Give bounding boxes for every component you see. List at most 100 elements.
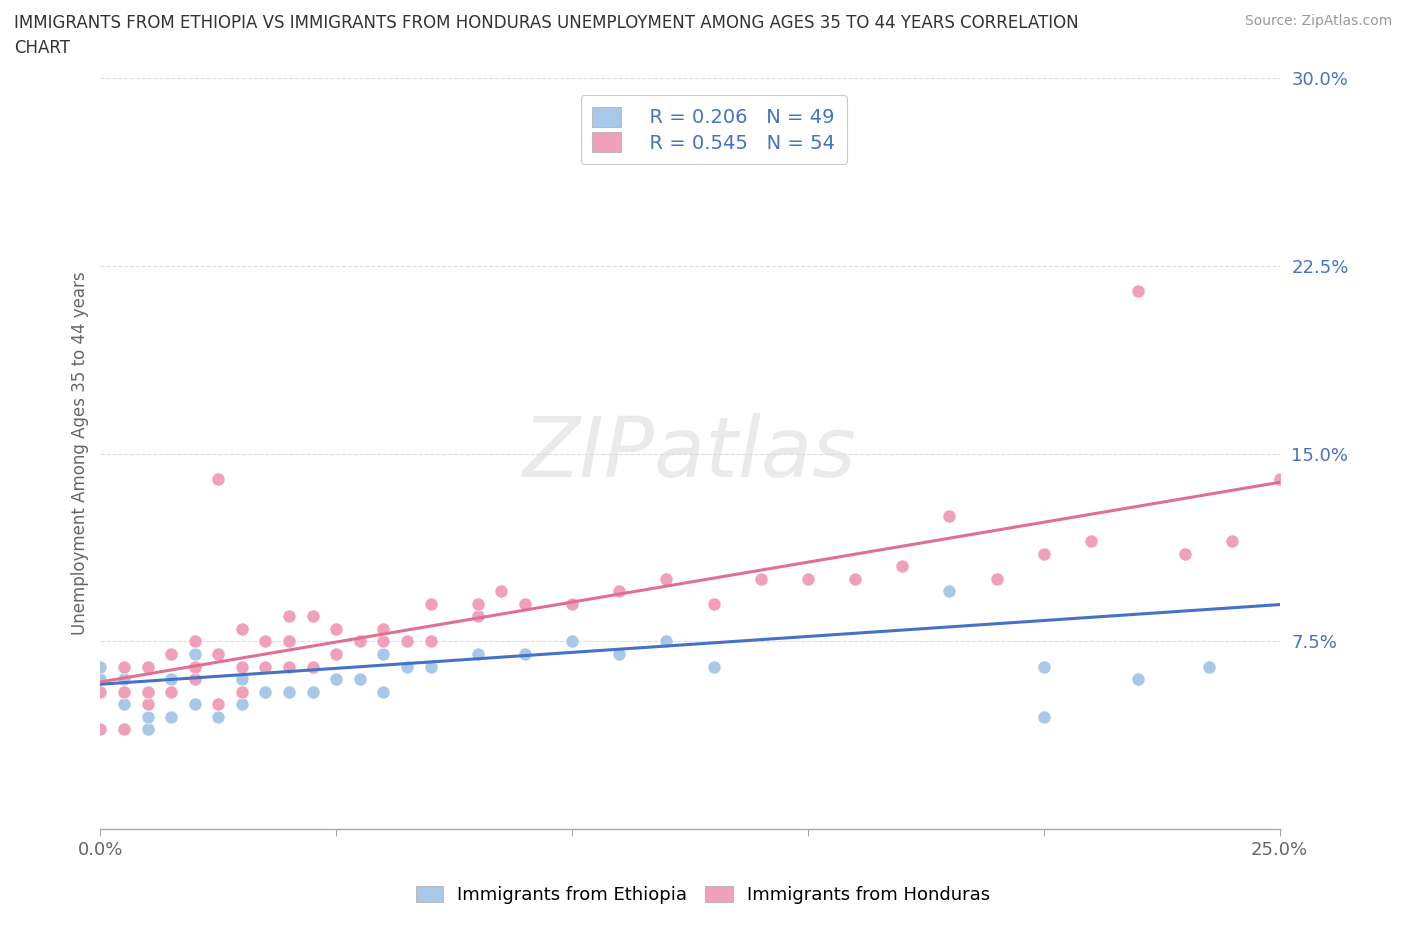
- Point: [278, 634, 301, 649]
- Point: [1174, 546, 1197, 561]
- Text: ZIPatlas: ZIPatlas: [523, 413, 856, 494]
- Point: [607, 646, 630, 661]
- Point: [183, 671, 205, 686]
- Point: [160, 671, 183, 686]
- Point: [395, 634, 418, 649]
- Point: [1080, 534, 1102, 549]
- Point: [183, 697, 205, 711]
- Point: [254, 659, 277, 674]
- Point: [325, 621, 347, 636]
- Point: [89, 684, 111, 699]
- Point: [207, 646, 229, 661]
- Point: [349, 671, 371, 686]
- Point: [938, 584, 960, 599]
- Point: [301, 659, 323, 674]
- Point: [395, 659, 418, 674]
- Point: [160, 646, 183, 661]
- Point: [254, 684, 277, 699]
- Point: [278, 659, 301, 674]
- Point: [136, 697, 159, 711]
- Point: [160, 684, 183, 699]
- Point: [136, 659, 159, 674]
- Point: [513, 596, 536, 611]
- Point: [395, 634, 418, 649]
- Point: [1126, 671, 1149, 686]
- Point: [325, 646, 347, 661]
- Point: [703, 659, 725, 674]
- Point: [183, 634, 205, 649]
- Point: [278, 659, 301, 674]
- Point: [467, 609, 489, 624]
- Point: [301, 684, 323, 699]
- Point: [703, 596, 725, 611]
- Point: [1126, 671, 1149, 686]
- Point: [1198, 659, 1220, 674]
- Point: [1032, 710, 1054, 724]
- Point: [373, 621, 395, 636]
- Point: [419, 634, 441, 649]
- Point: [183, 646, 205, 661]
- Point: [112, 684, 135, 699]
- Point: [183, 659, 205, 674]
- Point: [254, 634, 277, 649]
- Point: [301, 609, 323, 624]
- Point: [112, 659, 135, 674]
- Text: IMMIGRANTS FROM ETHIOPIA VS IMMIGRANTS FROM HONDURAS UNEMPLOYMENT AMONG AGES 35 : IMMIGRANTS FROM ETHIOPIA VS IMMIGRANTS F…: [14, 14, 1078, 32]
- Point: [231, 659, 253, 674]
- Point: [136, 659, 159, 674]
- Point: [278, 609, 301, 624]
- Point: [89, 722, 111, 737]
- Point: [278, 634, 301, 649]
- Point: [607, 584, 630, 599]
- Point: [655, 634, 678, 649]
- Point: [419, 659, 441, 674]
- Point: [373, 646, 395, 661]
- Point: [112, 697, 135, 711]
- Point: [938, 509, 960, 524]
- Point: [231, 621, 253, 636]
- Point: [1126, 284, 1149, 299]
- Text: CHART: CHART: [14, 39, 70, 57]
- Point: [136, 684, 159, 699]
- Point: [1032, 546, 1054, 561]
- Point: [231, 659, 253, 674]
- Point: [278, 684, 301, 699]
- Point: [749, 571, 772, 586]
- Point: [112, 722, 135, 737]
- Point: [467, 596, 489, 611]
- Point: [136, 710, 159, 724]
- Point: [183, 671, 205, 686]
- Point: [1268, 472, 1291, 486]
- Point: [231, 684, 253, 699]
- Point: [325, 646, 347, 661]
- Point: [254, 659, 277, 674]
- Point: [844, 571, 866, 586]
- Legend:   R = 0.206   N = 49,   R = 0.545   N = 54: R = 0.206 N = 49, R = 0.545 N = 54: [581, 95, 846, 165]
- Point: [136, 684, 159, 699]
- Legend: Immigrants from Ethiopia, Immigrants from Honduras: Immigrants from Ethiopia, Immigrants fro…: [409, 879, 997, 911]
- Point: [1032, 659, 1054, 674]
- Point: [183, 659, 205, 674]
- Point: [231, 697, 253, 711]
- Y-axis label: Unemployment Among Ages 35 to 44 years: Unemployment Among Ages 35 to 44 years: [72, 272, 89, 635]
- Point: [561, 634, 583, 649]
- Point: [891, 559, 914, 574]
- Text: Source: ZipAtlas.com: Source: ZipAtlas.com: [1244, 14, 1392, 28]
- Point: [749, 145, 772, 160]
- Point: [89, 659, 111, 674]
- Point: [655, 571, 678, 586]
- Point: [207, 472, 229, 486]
- Point: [1222, 534, 1244, 549]
- Point: [112, 671, 135, 686]
- Point: [419, 596, 441, 611]
- Point: [491, 584, 513, 599]
- Point: [373, 684, 395, 699]
- Point: [136, 722, 159, 737]
- Point: [207, 710, 229, 724]
- Point: [986, 571, 1008, 586]
- Point: [207, 697, 229, 711]
- Point: [349, 634, 371, 649]
- Point: [561, 596, 583, 611]
- Point: [373, 634, 395, 649]
- Point: [467, 646, 489, 661]
